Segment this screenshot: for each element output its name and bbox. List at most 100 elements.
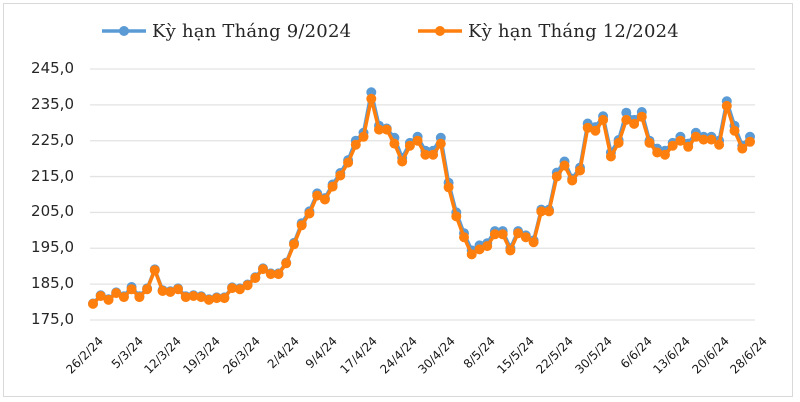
data-point xyxy=(428,149,439,160)
data-point xyxy=(227,283,238,294)
data-point xyxy=(451,211,462,222)
legend-marker-blue-icon xyxy=(102,26,146,36)
data-point xyxy=(219,293,230,304)
data-point xyxy=(196,292,207,303)
data-point xyxy=(188,291,199,301)
data-point xyxy=(88,298,98,309)
data-point xyxy=(149,265,160,276)
data-point xyxy=(420,149,431,160)
y-tick-label: 215,0 xyxy=(31,166,74,185)
data-point xyxy=(180,292,191,303)
data-point xyxy=(335,170,346,181)
data-point xyxy=(319,194,330,205)
data-point xyxy=(513,228,524,239)
legend-item-series2: Kỳ hạn Tháng 12/2024 xyxy=(416,14,679,48)
data-point xyxy=(667,140,678,151)
data-point xyxy=(660,149,670,160)
legend-label-series2: Kỳ hạn Tháng 12/2024 xyxy=(468,20,679,42)
data-point xyxy=(590,125,601,136)
data-point xyxy=(536,206,547,217)
data-point xyxy=(520,232,531,243)
data-point xyxy=(559,160,570,171)
data-point xyxy=(497,229,508,240)
data-point xyxy=(281,258,292,269)
data-point xyxy=(613,137,624,148)
y-tick-label: 205,0 xyxy=(31,202,74,221)
data-point xyxy=(142,284,153,295)
data-point xyxy=(435,138,446,149)
data-point xyxy=(296,220,307,231)
data-point xyxy=(374,124,384,135)
data-point xyxy=(675,135,686,146)
data-point xyxy=(551,171,562,182)
y-tick-label: 245,0 xyxy=(31,59,74,77)
data-point xyxy=(721,100,732,111)
data-point xyxy=(644,137,655,148)
data-point xyxy=(714,139,725,150)
data-point xyxy=(273,269,284,280)
data-point xyxy=(605,151,616,162)
data-point xyxy=(242,280,253,291)
data-point xyxy=(683,141,694,152)
data-point xyxy=(265,269,276,280)
data-point xyxy=(258,264,268,275)
data-point xyxy=(173,284,183,295)
data-point xyxy=(575,165,585,176)
data-point xyxy=(165,287,176,297)
legend-label-series1: Kỳ hạn Tháng 9/2024 xyxy=(152,20,352,42)
data-point xyxy=(567,175,578,186)
data-point xyxy=(250,273,261,283)
series-line-2 xyxy=(91,97,752,306)
data-point xyxy=(482,241,493,252)
y-tick-label: 175,0 xyxy=(31,310,74,328)
data-point xyxy=(358,131,369,142)
data-point xyxy=(126,284,137,295)
data-point xyxy=(690,131,701,142)
data-point xyxy=(211,293,222,304)
data-point xyxy=(528,237,539,248)
y-tick-label: 195,0 xyxy=(31,238,74,257)
data-point xyxy=(729,125,740,136)
data-point xyxy=(366,93,377,104)
data-point xyxy=(544,206,554,217)
data-point xyxy=(582,122,593,133)
data-point xyxy=(466,249,477,260)
data-point xyxy=(134,292,145,303)
data-point xyxy=(443,182,454,193)
data-point xyxy=(312,190,323,201)
data-point xyxy=(737,143,748,154)
data-point xyxy=(698,134,709,145)
data-point xyxy=(629,118,640,129)
data-point xyxy=(95,291,106,301)
data-point xyxy=(474,244,485,255)
data-point xyxy=(621,107,632,118)
data-point xyxy=(203,294,214,305)
data-point xyxy=(404,140,415,151)
data-point xyxy=(389,138,400,149)
data-point xyxy=(350,139,361,150)
data-point xyxy=(706,134,717,145)
data-point xyxy=(412,135,423,146)
data-point xyxy=(621,114,632,125)
series-line-1 xyxy=(91,90,752,305)
data-point xyxy=(598,114,609,125)
data-point xyxy=(652,147,663,158)
data-point xyxy=(304,208,315,219)
data-point xyxy=(111,288,122,299)
data-point xyxy=(505,245,516,256)
data-point xyxy=(489,229,500,240)
data-point xyxy=(636,111,647,122)
data-point xyxy=(103,294,114,305)
y-tick-label: 225,0 xyxy=(31,130,74,149)
data-point xyxy=(745,136,755,147)
data-point xyxy=(459,232,469,243)
data-point xyxy=(343,157,354,168)
y-tick-label: 185,0 xyxy=(31,274,74,293)
y-tick-label: 235,0 xyxy=(31,94,74,113)
legend-item-series1: Kỳ hạn Tháng 9/2024 xyxy=(100,14,351,48)
data-point xyxy=(157,286,168,296)
data-point xyxy=(381,124,392,135)
data-point xyxy=(118,292,129,303)
data-point xyxy=(327,181,338,192)
